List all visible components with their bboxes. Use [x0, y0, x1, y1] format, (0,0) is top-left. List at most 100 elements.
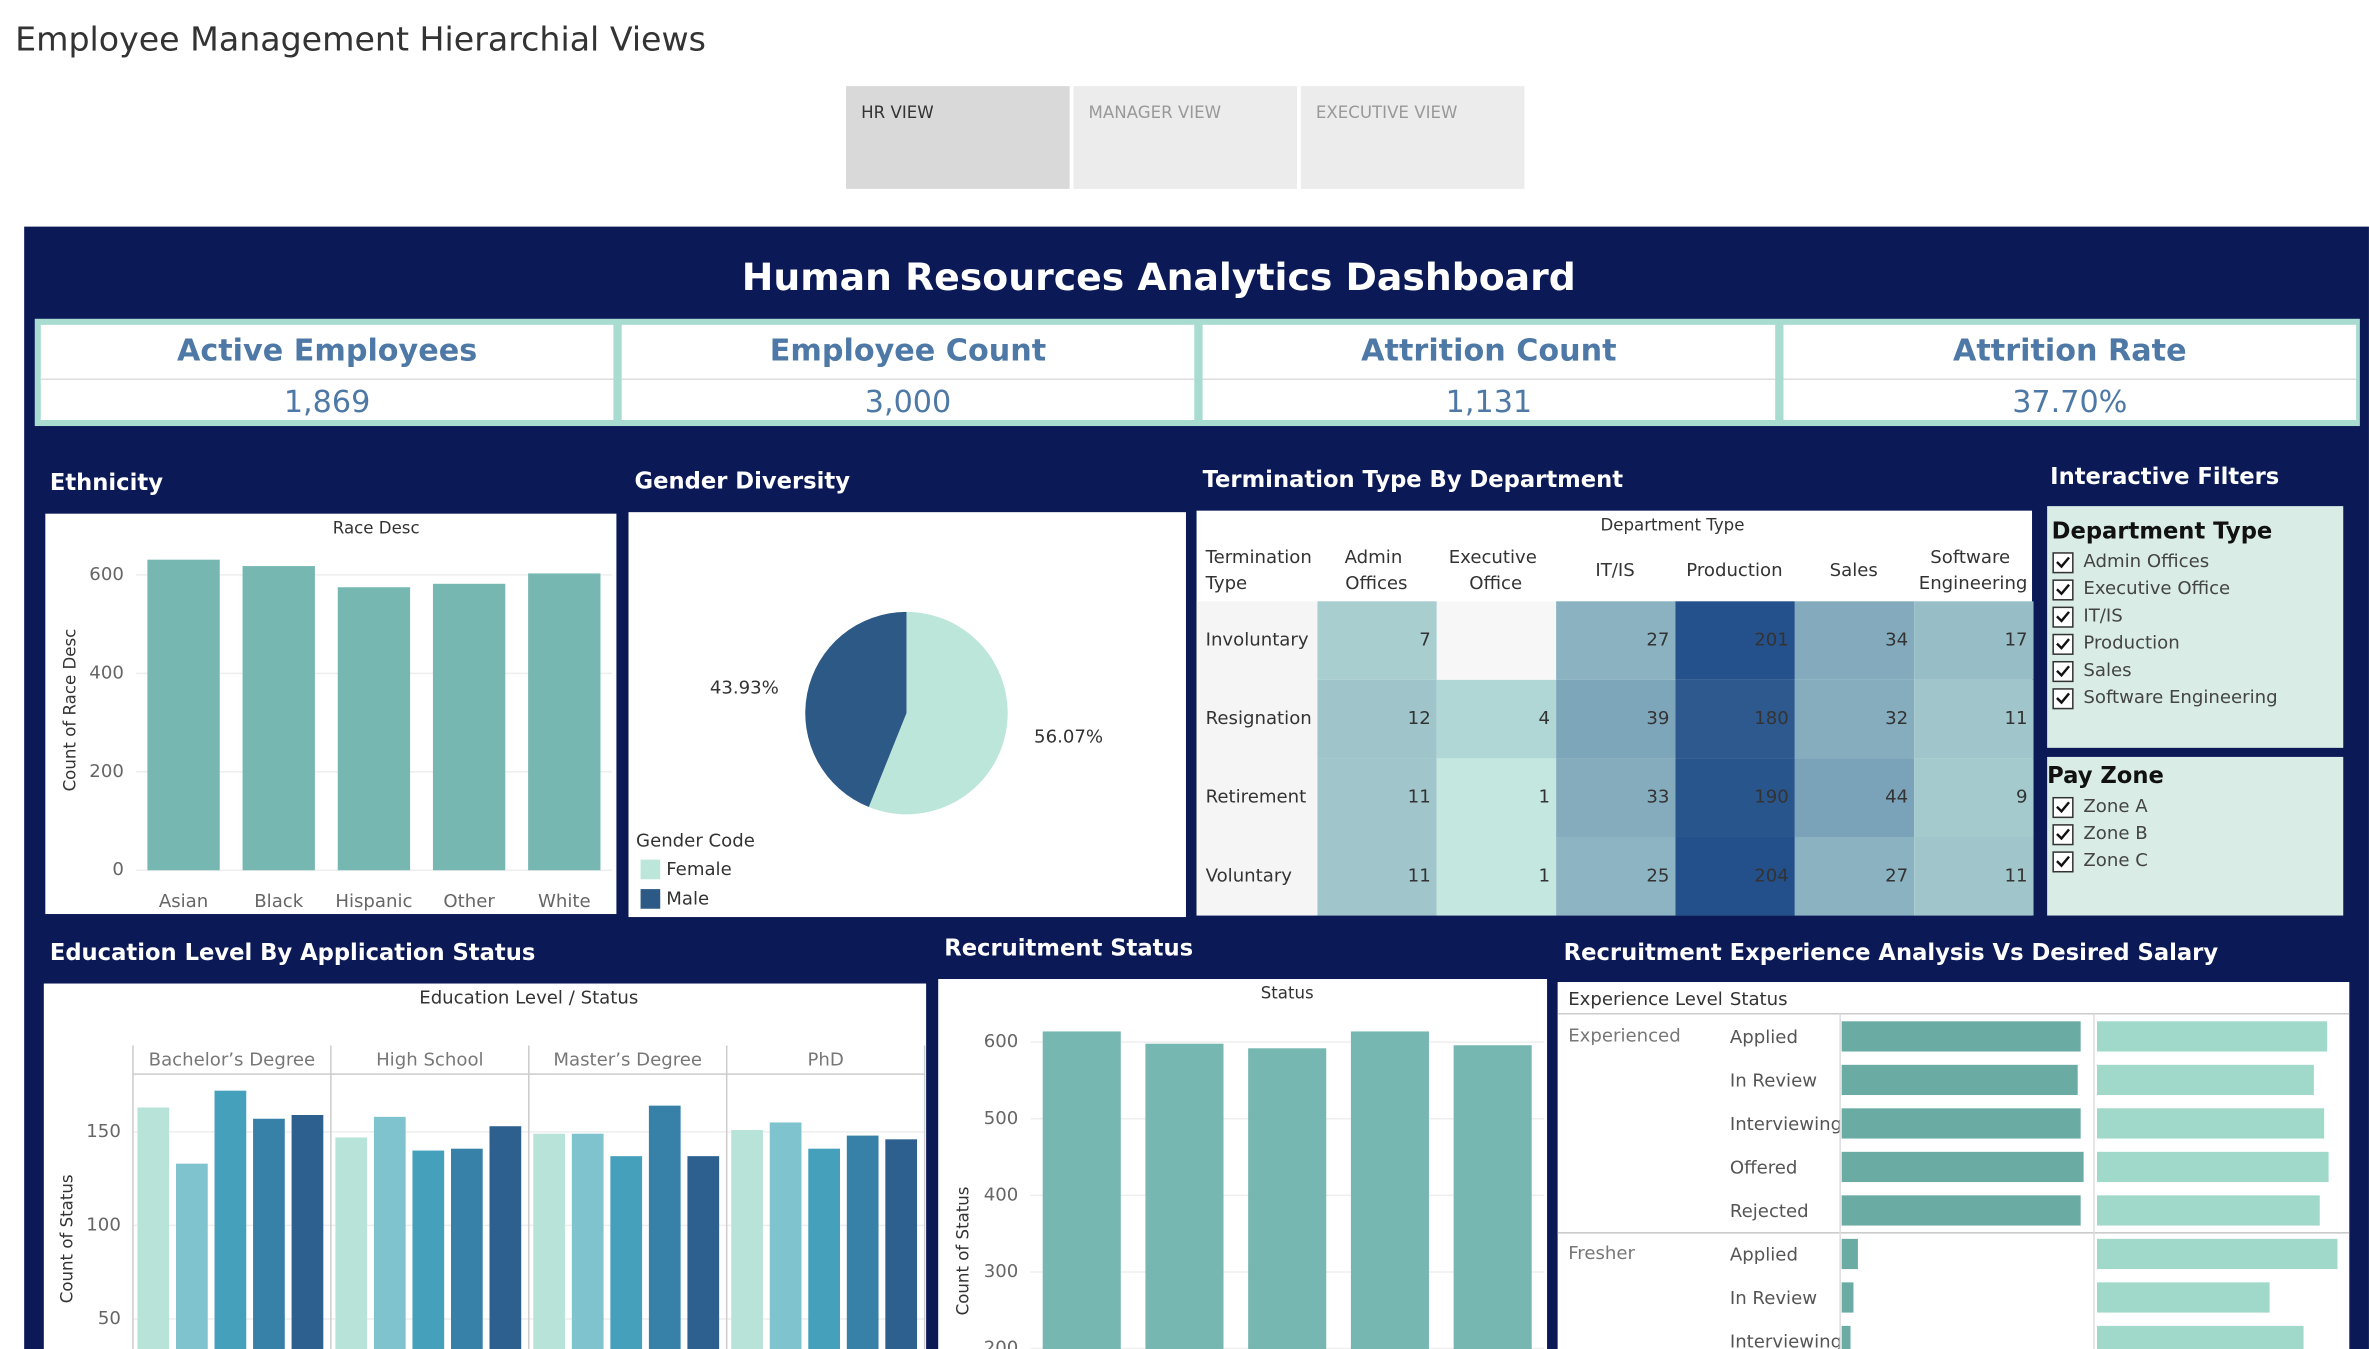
- row-label: Applied: [1730, 1244, 1798, 1265]
- cell-value: 39: [1646, 708, 1669, 729]
- row-label: Offered: [1730, 1157, 1798, 1178]
- kpi-card: [1783, 324, 2357, 421]
- kpi-value: 1,131: [1446, 385, 1532, 420]
- kpi-card: [1202, 324, 1776, 421]
- checkbox[interactable]: [2052, 796, 2074, 819]
- x-tick-label: Other: [443, 891, 495, 912]
- heat-cell: [1556, 836, 1676, 916]
- y-tick-label: 100: [86, 1214, 121, 1235]
- cell-value: 32: [1885, 708, 1908, 729]
- group-label: Experienced: [1568, 1025, 1681, 1046]
- y-tick-label: 0: [112, 859, 124, 880]
- bar: [2096, 1238, 2338, 1270]
- row-header-bg: [1196, 601, 1318, 916]
- kpi-label: Employee Count: [770, 334, 1046, 369]
- y-tick-label: 400: [89, 662, 124, 683]
- column-header: IT/IS: [1595, 560, 1634, 581]
- cell-value: 7: [1419, 630, 1431, 651]
- bar: [1841, 1064, 2078, 1096]
- y-tick-label: 400: [984, 1184, 1019, 1205]
- kpi-label: Active Employees: [177, 334, 477, 369]
- pie-slice: [805, 611, 907, 808]
- chart-title: Status: [1261, 984, 1314, 1003]
- tab[interactable]: [846, 86, 1070, 189]
- tab-label[interactable]: HR VIEW: [861, 103, 933, 122]
- cell-value: 11: [2004, 865, 2027, 886]
- column-header: Production: [1686, 560, 1782, 581]
- tab[interactable]: [1300, 86, 1525, 189]
- heat-cell: [1317, 758, 1437, 837]
- cell-value: 180: [1754, 708, 1789, 729]
- page-title: Employee Management Hierarchial Views: [15, 19, 706, 58]
- group-label: PhD: [807, 1050, 843, 1071]
- legend-label: Female: [666, 859, 731, 880]
- heat-cell: [1794, 758, 1915, 837]
- kpi-value: 1,869: [284, 385, 370, 420]
- chart-title: Education Level / Status: [419, 988, 638, 1009]
- x-tick-label: Black: [254, 891, 304, 912]
- x-tick-label: Asian: [159, 891, 208, 912]
- row-label: Resignation: [1206, 708, 1312, 729]
- filter-option[interactable]: Production: [2083, 633, 2179, 654]
- row-label: Involuntary: [1206, 630, 1309, 651]
- checkmark: [2056, 665, 2070, 678]
- group-label: Master’s Degree: [553, 1050, 702, 1071]
- bar: [885, 1139, 918, 1349]
- bar: [2096, 1325, 2304, 1349]
- tab-label[interactable]: EXECUTIVE VIEW: [1316, 103, 1457, 122]
- x-tick-label: White: [538, 891, 591, 912]
- checkbox[interactable]: [2052, 660, 2074, 683]
- checkbox[interactable]: [2052, 552, 2074, 574]
- filter-option[interactable]: IT/IS: [2083, 605, 2122, 626]
- checkbox[interactable]: [2052, 579, 2074, 601]
- filter-option[interactable]: Zone C: [2083, 850, 2148, 871]
- kpi-card: [40, 324, 614, 421]
- bar: [2096, 1108, 2325, 1139]
- tab[interactable]: [1073, 86, 1298, 189]
- checkbox[interactable]: [2052, 606, 2074, 628]
- section-title: Education Level By Application Status: [50, 940, 536, 966]
- row-label: Rejected: [1730, 1201, 1809, 1222]
- bar: [1145, 1043, 1224, 1349]
- checkbox[interactable]: [2052, 824, 2074, 846]
- y-axis-label: Count of Status: [57, 1174, 76, 1303]
- heat-cell: [1317, 601, 1437, 680]
- filter-option[interactable]: Admin Offices: [2083, 551, 2209, 572]
- checkmark: [2056, 801, 2070, 814]
- bar: [846, 1135, 879, 1349]
- heat-cell: [1675, 836, 1795, 916]
- bar: [450, 1148, 483, 1349]
- filter-option[interactable]: Zone A: [2083, 796, 2148, 817]
- section-title: Recruitment Experience Analysis Vs Desir…: [1564, 940, 2219, 966]
- bar: [528, 573, 601, 871]
- cell-value: 27: [1646, 630, 1669, 651]
- row-label: In Review: [1730, 1288, 1817, 1309]
- filter-title: Pay Zone: [2047, 763, 2164, 789]
- filter-option[interactable]: Sales: [2083, 660, 2131, 681]
- chart-title: Race Desc: [333, 518, 420, 537]
- filter-option[interactable]: Executive Office: [2083, 578, 2230, 599]
- bar: [533, 1133, 566, 1349]
- bar: [2096, 1064, 2314, 1096]
- x-tick-label: Hispanic: [335, 891, 412, 912]
- checkbox[interactable]: [2052, 633, 2074, 655]
- heat-cell: [1914, 758, 2034, 837]
- kpi-label: Attrition Count: [1361, 334, 1616, 369]
- filter-option[interactable]: Zone B: [2083, 823, 2147, 844]
- data-label: 43.93%: [710, 677, 779, 698]
- y-tick-label: 300: [984, 1261, 1019, 1282]
- cell-value: 1: [1539, 787, 1551, 808]
- column-header: Sales: [1830, 560, 1878, 581]
- checkbox[interactable]: [2052, 688, 2074, 710]
- checkmark: [2056, 611, 2070, 623]
- checkmark: [2056, 692, 2070, 705]
- y-tick-label: 600: [984, 1031, 1019, 1052]
- cell-value: 1: [1539, 865, 1551, 886]
- bar: [214, 1090, 247, 1349]
- checkmark: [2056, 828, 2070, 841]
- row-label: Retirement: [1206, 787, 1307, 808]
- filter-option[interactable]: Software Engineering: [2083, 687, 2277, 708]
- checkbox[interactable]: [2052, 851, 2074, 873]
- tab-label[interactable]: MANAGER VIEW: [1089, 103, 1222, 122]
